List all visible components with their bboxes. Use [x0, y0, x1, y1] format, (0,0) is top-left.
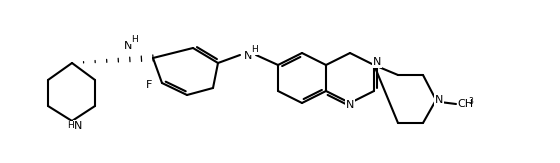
Text: N: N — [74, 121, 82, 131]
Text: H: H — [130, 35, 137, 44]
Text: H: H — [67, 121, 73, 131]
Text: N: N — [346, 100, 354, 110]
Text: N: N — [373, 57, 381, 67]
Text: F: F — [146, 80, 152, 90]
Text: N: N — [124, 41, 132, 51]
Text: 3: 3 — [468, 96, 473, 105]
Text: N: N — [244, 51, 252, 61]
Text: CH: CH — [457, 99, 473, 109]
Text: H: H — [251, 45, 258, 54]
Text: N: N — [435, 95, 443, 105]
